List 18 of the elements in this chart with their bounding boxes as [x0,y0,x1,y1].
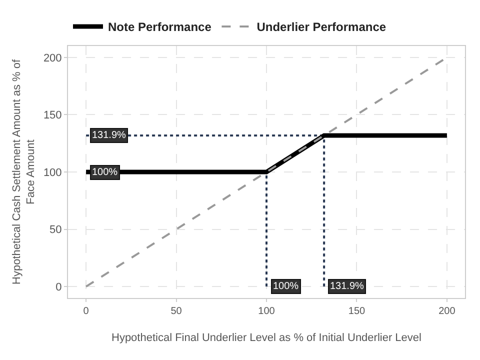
annotation: 131.9% [330,281,364,292]
legend-label: Note Performance [108,20,212,34]
y-axis-title: Hypothetical Cash Settlement Amount as % of Face Amount [10,58,38,285]
x-tick-label: 200 [438,306,456,317]
y-tick-label: 150 [43,110,62,122]
y-tick-label: 200 [43,52,62,64]
x-tick-label: 0 [83,306,90,317]
x-axis-title: Hypothetical Final Underlier Level as % of Initial Underlier Level [112,332,422,344]
annotation: 100% [273,281,299,292]
x-tick-label: 50 [170,306,182,317]
annotation: 100% [92,167,118,178]
y-tick-label: 50 [50,224,62,236]
x-tick-label: 100 [258,306,276,317]
y-tick-label: 100 [43,166,62,179]
annotation: 131.9% [92,130,126,141]
y-tick-label: 0 [56,281,62,294]
legend-label: Underlier Performance [256,20,386,34]
x-tick-label: 150 [348,306,366,317]
